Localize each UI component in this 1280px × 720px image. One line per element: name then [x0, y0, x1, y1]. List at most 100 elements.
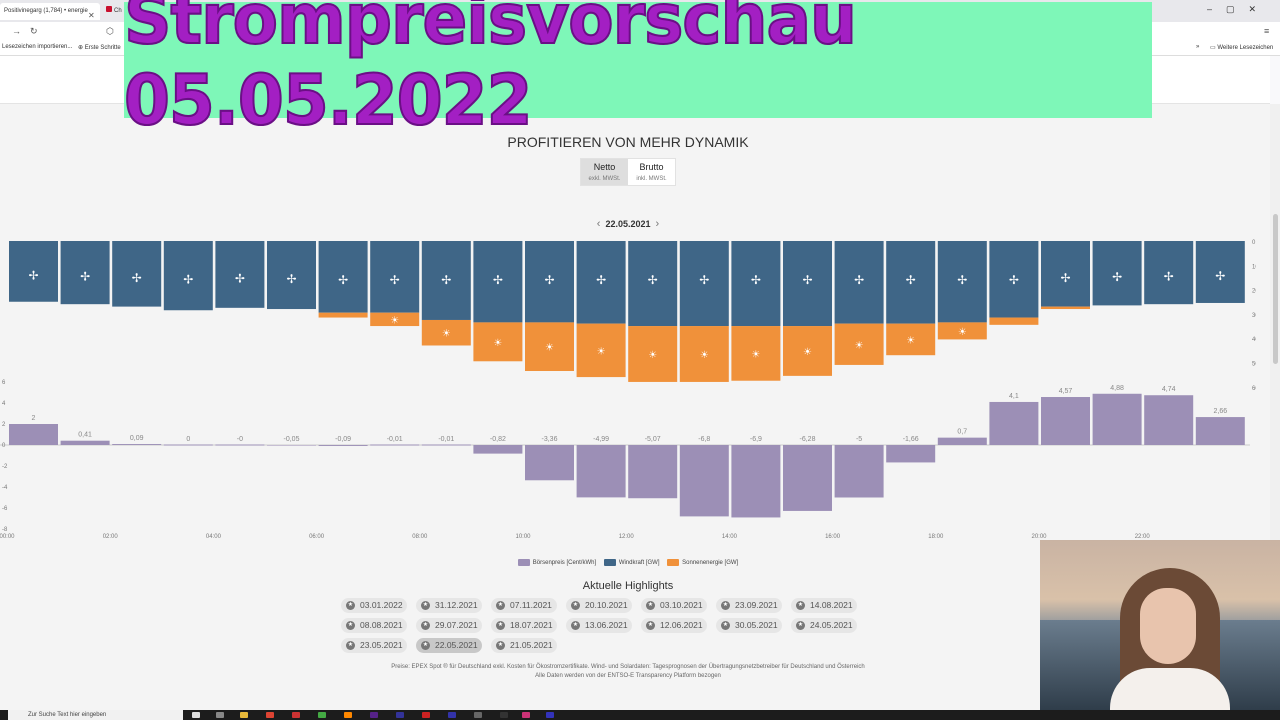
wind-bar	[783, 241, 832, 327]
firefox-icon[interactable]	[344, 712, 352, 718]
highlight-date-chip[interactable]: ★ 31.12.2021	[416, 598, 482, 613]
wind-icon: ✢	[441, 273, 451, 287]
price-data-label: 4,74	[1162, 386, 1176, 393]
presenter-body	[1110, 668, 1230, 710]
app-icon[interactable]	[266, 712, 274, 718]
price-bar	[989, 401, 1039, 445]
forward-icon[interactable]: →	[12, 26, 21, 36]
solar-bar	[886, 323, 936, 356]
wind-bar	[834, 241, 884, 324]
search-icon[interactable]	[192, 712, 200, 718]
highlight-date-chip[interactable]: ★ 07.11.2021	[491, 598, 557, 613]
app-icon[interactable]	[318, 712, 326, 718]
price-bar	[267, 445, 316, 446]
highlight-date-chip[interactable]: ★ 14.08.2021	[791, 598, 857, 613]
app-icon[interactable]	[474, 712, 482, 718]
price-data-label: -5,07	[645, 436, 661, 443]
sun-icon: ☀	[390, 315, 399, 326]
premiere-icon[interactable]	[396, 712, 404, 718]
highlight-date-chip[interactable]: ★ 08.08.2021	[341, 618, 407, 633]
price-data-label: -1,66	[903, 436, 919, 443]
wind-bar	[628, 241, 678, 327]
media-encoder-icon[interactable]	[546, 712, 554, 718]
wind-bar	[1195, 241, 1245, 303]
highlight-date-chip[interactable]: ★ 03.10.2021	[641, 598, 707, 613]
highlight-date-label: 21.05.2021	[510, 640, 553, 650]
bookmark-first-steps[interactable]: ⊕ Erste Schritte	[78, 45, 121, 51]
highlight-date-label: 29.07.2021	[435, 620, 478, 630]
highlight-date-chip[interactable]: ★ 03.01.2022	[341, 598, 407, 613]
highlight-date-label: 23.05.2021	[360, 640, 403, 650]
close-tab-icon[interactable]: ✕	[88, 11, 95, 20]
app-icon[interactable]	[500, 712, 508, 718]
explorer-icon[interactable]	[240, 712, 248, 718]
solar-bar	[937, 322, 987, 340]
wind-bar	[937, 241, 987, 323]
app-icon[interactable]	[522, 712, 530, 718]
price-data-label: 4,1	[1009, 393, 1019, 400]
highlight-date-chip[interactable]: ★ 29.07.2021	[416, 618, 482, 633]
presenter-face	[1140, 588, 1196, 664]
app-icon[interactable]	[370, 712, 378, 718]
star-icon: ★	[421, 621, 430, 630]
highlight-date-chip[interactable]: ★ 23.05.2021	[341, 638, 407, 653]
highlight-date-chip[interactable]: ★ 13.06.2021	[566, 618, 632, 633]
reload-icon[interactable]: ↻	[30, 26, 38, 36]
wind-bar	[886, 241, 936, 324]
app-icon[interactable]	[292, 712, 300, 718]
price-bar	[370, 444, 420, 446]
solar-bar	[473, 322, 523, 362]
wind-bar	[163, 241, 213, 311]
netto-button[interactable]: Netto exkl. MWSt.	[581, 159, 628, 185]
highlight-date-chip[interactable]: ★ 20.10.2021	[566, 598, 632, 613]
shield-icon[interactable]: ⬡	[106, 26, 114, 36]
bookmark-more[interactable]: ▭ Weitere Lesezeichen	[1210, 45, 1274, 51]
previous-day-icon[interactable]: ‹	[596, 218, 601, 230]
highlight-date-chip[interactable]: ★ 23.09.2021	[716, 598, 782, 613]
highlight-date-chip[interactable]: ★ 22.05.2021	[416, 638, 482, 653]
taskbar-search-input[interactable]: Zur Suche Text hier eingeben	[8, 710, 183, 720]
task-view-icon[interactable]	[216, 712, 224, 718]
highlight-date-chip[interactable]: ★ 21.05.2021	[491, 638, 557, 653]
star-icon: ★	[796, 621, 805, 630]
star-icon: ★	[571, 601, 580, 610]
star-icon: ★	[646, 601, 655, 610]
menu-icon[interactable]: ≡	[1264, 26, 1270, 36]
wind-bar	[215, 241, 265, 308]
legend-item-solar[interactable]: Sonnenenergie [GW]	[667, 559, 738, 566]
window-controls[interactable]: –▢✕	[1206, 4, 1270, 14]
scrollbar-thumb[interactable]	[1273, 214, 1278, 364]
legend-item-wind[interactable]: Windkraft [GW]	[603, 559, 659, 566]
browser-tab-active[interactable]: Positivinegarg (1,784) • energie ✕	[0, 3, 100, 20]
brutto-button[interactable]: Brutto inkl. MWSt.	[628, 159, 675, 185]
wind-icon: ✢	[1009, 273, 1019, 287]
highlight-date-chip[interactable]: ★ 30.05.2021	[716, 618, 782, 633]
highlight-date-label: 22.05.2021	[435, 640, 478, 650]
bookmark-import[interactable]: Lesezeichen importieren...	[2, 44, 73, 50]
legend-item-price[interactable]: Börsenpreis [Cent/kWh]	[517, 559, 596, 566]
next-day-icon[interactable]: ›	[655, 218, 660, 230]
page-scrollbar[interactable]	[1270, 104, 1280, 710]
price-bar	[215, 444, 265, 446]
price-bar	[679, 445, 729, 517]
solar-bar	[525, 322, 574, 372]
solar-bar	[989, 317, 1039, 325]
highlight-date-chip[interactable]: ★ 12.06.2021	[641, 618, 707, 633]
app-icon[interactable]	[448, 712, 456, 718]
bookmark-label: Weitere Lesezeichen	[1217, 45, 1274, 51]
price-data-label: -0,05	[284, 436, 300, 443]
wind-icon: ✢	[493, 273, 503, 287]
price-data-label: -0,09	[335, 436, 351, 443]
price-data-label: -3,36	[542, 436, 558, 443]
browser-tab[interactable]: Ch	[102, 3, 126, 20]
highlight-date-label: 07.11.2021	[510, 600, 552, 610]
highlight-date-chip[interactable]: ★ 18.07.2021	[491, 618, 557, 633]
opera-icon[interactable]	[422, 712, 430, 718]
wind-icon: ✢	[906, 273, 916, 287]
price-bar	[576, 445, 626, 498]
highlight-date-chip[interactable]: ★ 24.05.2021	[791, 618, 857, 633]
highlight-date-label: 13.06.2021	[585, 620, 628, 630]
price-data-label: -5	[856, 436, 862, 443]
chevron-right-icon[interactable]: »	[1196, 44, 1200, 50]
star-icon: ★	[721, 621, 730, 630]
